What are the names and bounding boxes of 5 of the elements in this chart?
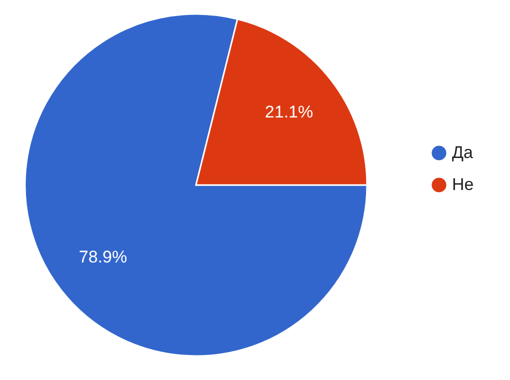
- pie-slice: [24, 13, 368, 357]
- data-label: 78.9%: [78, 248, 128, 267]
- legend-label: Да: [452, 143, 474, 162]
- legend-label: Не: [452, 175, 474, 194]
- data-label: 21.1%: [264, 102, 314, 122]
